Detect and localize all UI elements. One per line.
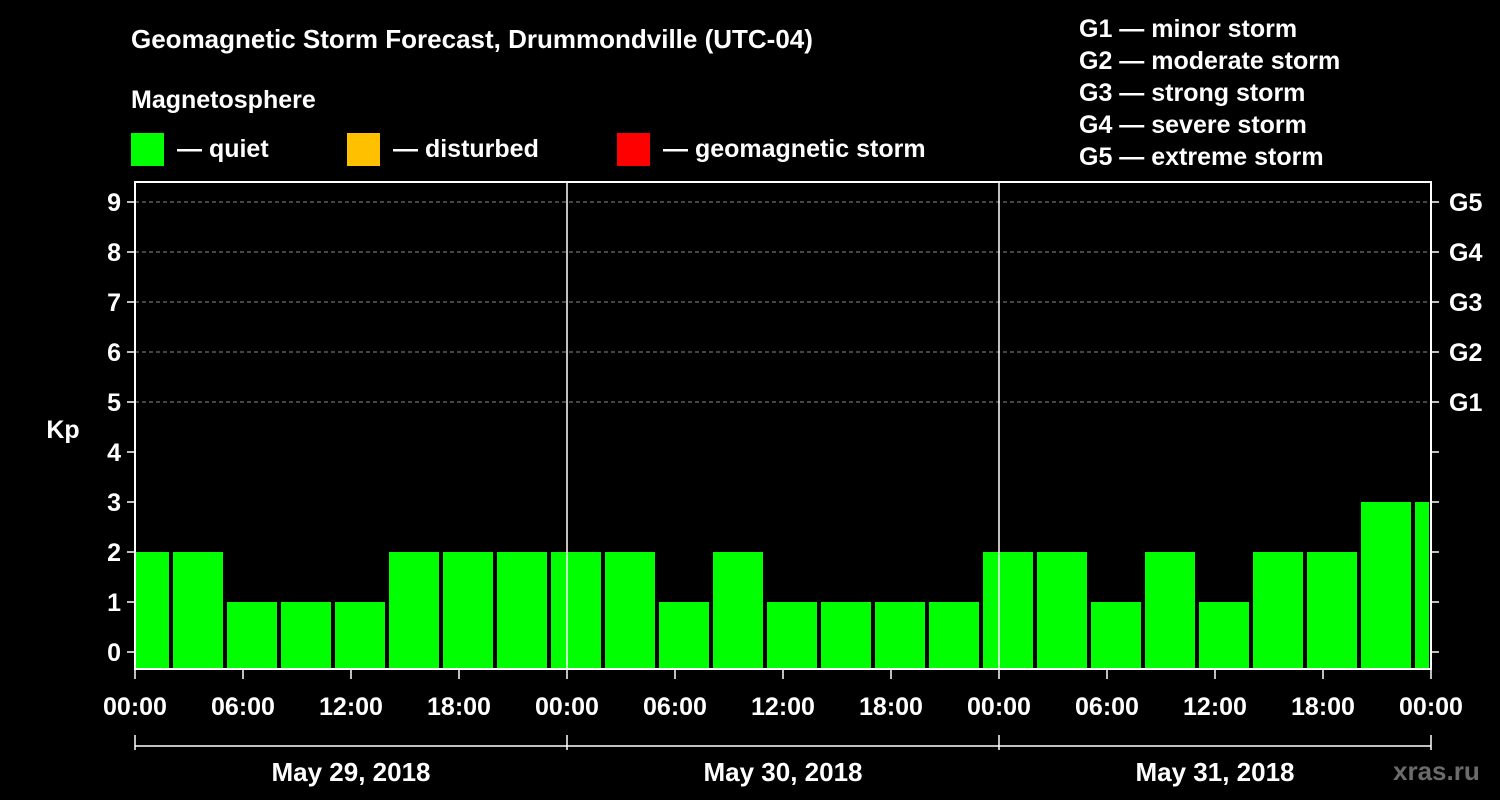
legend-label-storm: — geomagnetic storm — [663, 135, 926, 163]
x-tick-label: 06:00 — [211, 693, 275, 721]
kp-bar — [1361, 502, 1411, 669]
y-tick-label: 0 — [107, 639, 121, 667]
kp-bar — [1145, 552, 1195, 669]
kp-bar — [281, 602, 331, 669]
storm-scale-g1: G1 — minor storm — [1079, 15, 1298, 43]
y-axis-title: Kp — [46, 416, 79, 444]
x-tick-label: 00:00 — [1399, 693, 1463, 721]
kp-bar — [605, 552, 655, 669]
y-tick-label: 5 — [107, 389, 121, 417]
y-tick-label: 3 — [107, 489, 121, 517]
storm-scale-g3: G3 — strong storm — [1079, 79, 1306, 107]
day-label: May 31, 2018 — [1135, 757, 1294, 787]
legend-swatch-storm — [617, 133, 650, 166]
g-scale-label: G2 — [1449, 339, 1482, 367]
kp-bar — [1091, 602, 1141, 669]
legend-swatch-quiet — [131, 133, 164, 166]
x-tick-label: 12:00 — [751, 693, 815, 721]
kp-bar — [1253, 552, 1303, 669]
x-tick-label: 00:00 — [103, 693, 167, 721]
kp-bar — [335, 602, 385, 669]
kp-bar — [173, 552, 223, 669]
x-tick-label: 18:00 — [1291, 693, 1355, 721]
kp-bar — [136, 552, 169, 669]
legend-heading: Magnetosphere — [131, 86, 316, 114]
kp-bar — [875, 602, 925, 669]
storm-scale-g2: G2 — moderate storm — [1079, 47, 1341, 75]
y-tick-label: 6 — [107, 339, 121, 367]
legend-label-disturbed: — disturbed — [393, 135, 539, 163]
y-tick-label: 9 — [107, 189, 121, 217]
kp-bar — [1307, 552, 1357, 669]
y-tick-label: 1 — [107, 589, 121, 617]
day-label: May 29, 2018 — [271, 757, 430, 787]
kp-bar — [767, 602, 817, 669]
legend-label-quiet: — quiet — [177, 135, 269, 163]
y-tick-label: 4 — [107, 439, 121, 467]
legend-swatch-disturbed — [347, 133, 380, 166]
x-tick-label: 00:00 — [535, 693, 599, 721]
kp-bar — [1199, 602, 1249, 669]
x-tick-label: 06:00 — [1075, 693, 1139, 721]
kp-bar — [551, 552, 601, 669]
y-tick-label: 7 — [107, 289, 121, 317]
x-tick-label: 00:00 — [967, 693, 1031, 721]
kp-bar — [983, 552, 1033, 669]
x-tick-label: 18:00 — [427, 693, 491, 721]
g-scale-label: G1 — [1449, 389, 1482, 417]
x-tick-label: 18:00 — [859, 693, 923, 721]
storm-scale-g5: G5 — extreme storm — [1079, 143, 1324, 171]
kp-bar — [443, 552, 493, 669]
g-scale-label: G4 — [1449, 239, 1482, 267]
kp-bar — [929, 602, 979, 669]
x-tick-label: 06:00 — [643, 693, 707, 721]
kp-bar — [821, 602, 871, 669]
storm-scale-legend: G1 — minor storm G2 — moderate storm G3 … — [1079, 13, 1340, 173]
chart-title: Geomagnetic Storm Forecast, Drummondvill… — [131, 24, 813, 54]
x-tick-label: 12:00 — [319, 693, 383, 721]
kp-bar — [497, 552, 547, 669]
kp-bar — [389, 552, 439, 669]
g-scale-label: G3 — [1449, 289, 1482, 317]
kp-bar — [713, 552, 763, 669]
plot-border — [134, 181, 1432, 670]
kp-bar — [227, 602, 277, 669]
storm-scale-g4: G4 — severe storm — [1079, 111, 1307, 139]
y-tick-label: 2 — [107, 539, 121, 567]
kp-bar — [1037, 552, 1087, 669]
watermark: xras.ru — [1393, 756, 1480, 786]
kp-bar — [1415, 502, 1429, 669]
kp-bar — [659, 602, 709, 669]
day-label: May 30, 2018 — [703, 757, 862, 787]
g-scale-label: G5 — [1449, 189, 1482, 217]
y-tick-label: 8 — [107, 239, 121, 267]
x-tick-label: 12:00 — [1183, 693, 1247, 721]
